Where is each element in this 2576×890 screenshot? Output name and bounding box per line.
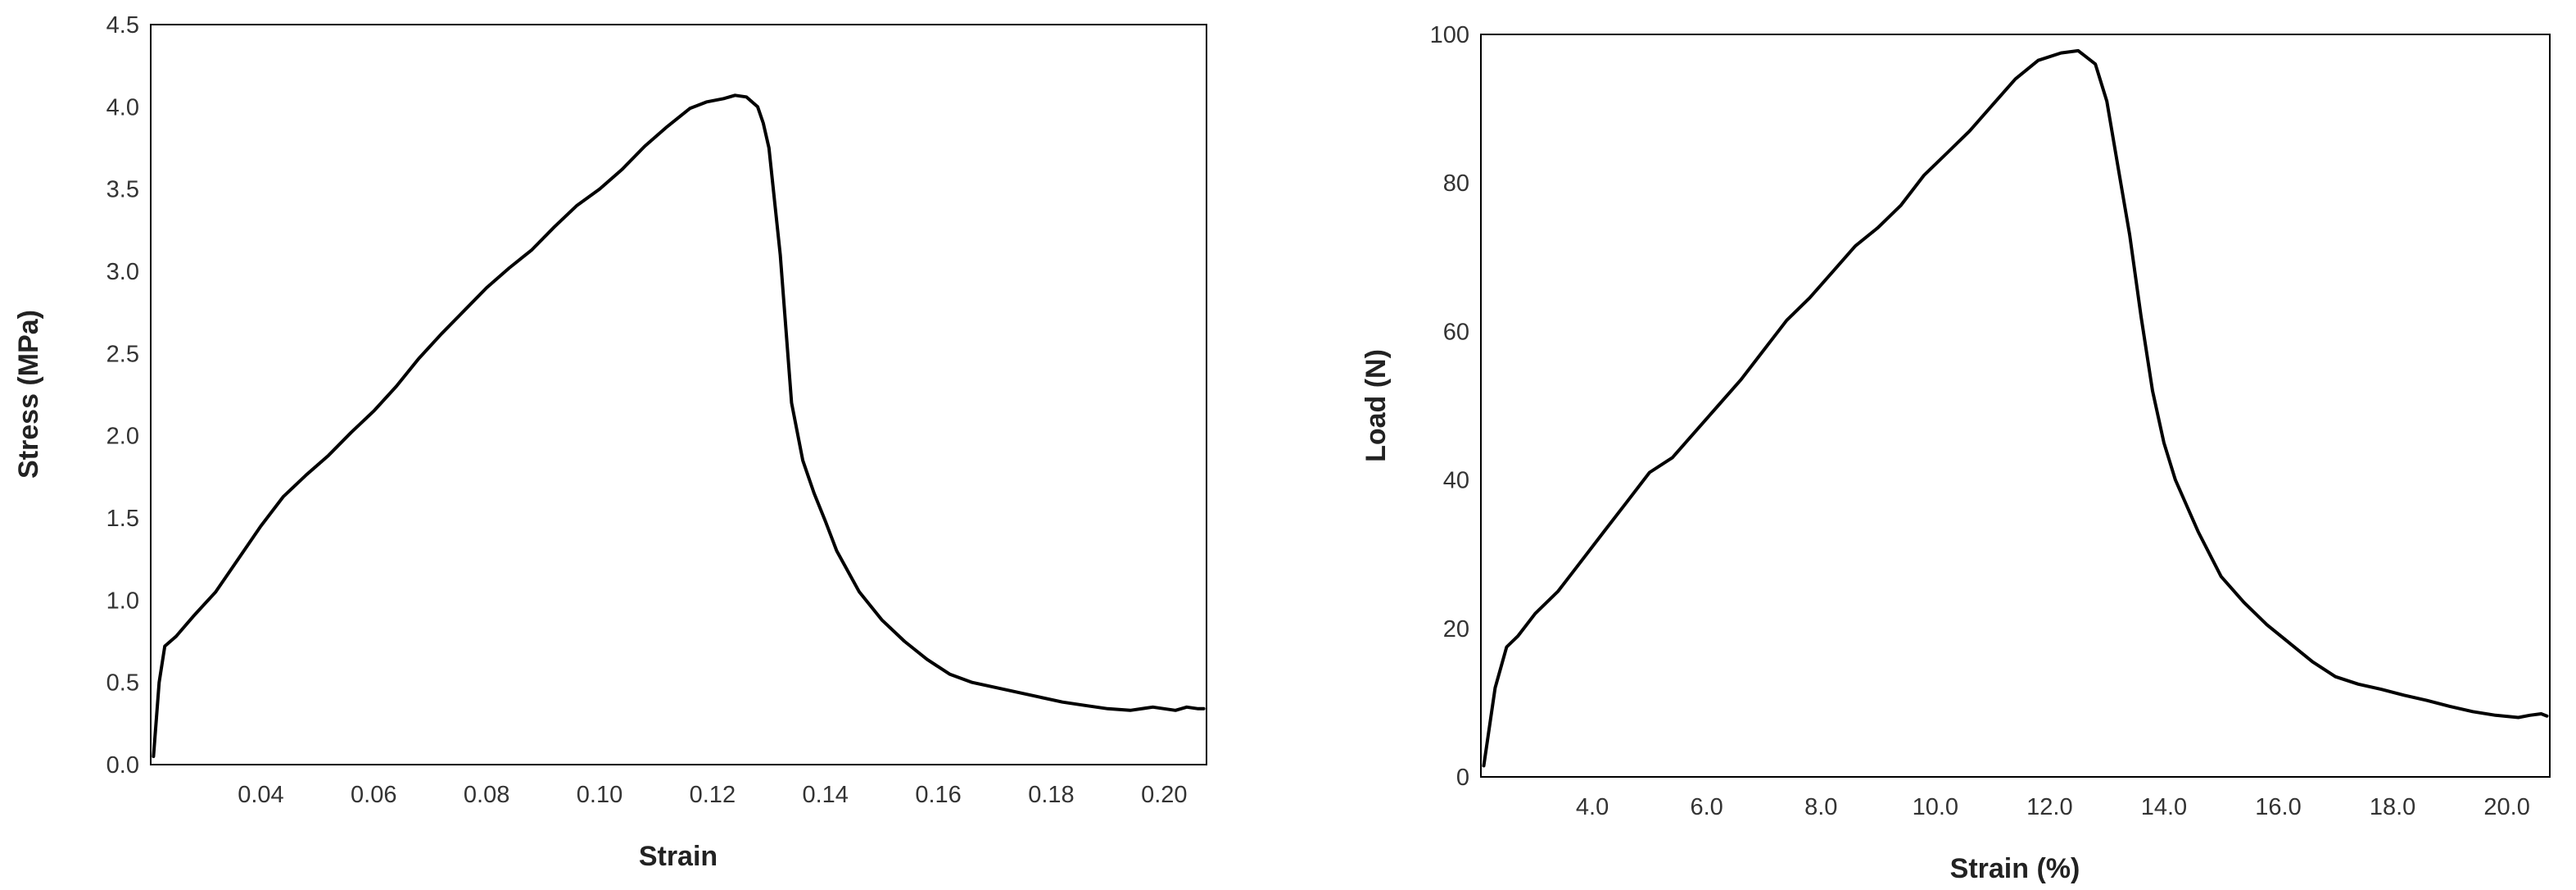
x-tick-label: 0.16 bbox=[915, 782, 961, 808]
x-tick-label: 18.0 bbox=[2370, 794, 2415, 820]
x-tick-label: 6.0 bbox=[1690, 794, 1723, 820]
x-tick-label: 0.06 bbox=[351, 782, 396, 808]
y-tick-label: 80 bbox=[1443, 170, 1469, 197]
y-tick-label: 2.5 bbox=[106, 341, 139, 367]
y-tick-label: 100 bbox=[1430, 22, 1469, 48]
series-line bbox=[152, 93, 1206, 758]
y-tick-label: 1.0 bbox=[106, 588, 139, 614]
x-tick-label: 0.08 bbox=[464, 782, 509, 808]
y-tick-label: 60 bbox=[1443, 319, 1469, 345]
x-tick-label: 4.0 bbox=[1576, 794, 1609, 820]
load-strain-chart: 0 20 40 60 80 100 4.0 6.0 8.0 10.0 12.0 14.0 16.0 18… bbox=[1360, 22, 2551, 884]
y-tick-label: 3.0 bbox=[106, 259, 139, 285]
y-tick-label: 0.0 bbox=[106, 752, 139, 779]
stress-strain-chart: 0.00.51.01.52.02.53.03.54.04.5 0.04 0.06 0… bbox=[13, 12, 1207, 872]
y-tick-label: 2.0 bbox=[106, 424, 139, 450]
plot-frame bbox=[1480, 34, 2551, 778]
x-tick-label: 8.0 bbox=[1804, 794, 1837, 820]
y-axis-label: Load (N) bbox=[1360, 349, 1392, 462]
x-tick-label: 0.14 bbox=[802, 782, 848, 808]
x-tick-label: 0.04 bbox=[238, 782, 283, 808]
y-tick-label: 4.5 bbox=[106, 12, 139, 39]
series-group bbox=[1482, 48, 2549, 768]
x-tick-label: 14.0 bbox=[2141, 794, 2187, 820]
plot-frame bbox=[150, 24, 1207, 765]
y-tick-label: 40 bbox=[1443, 468, 1469, 494]
y-tick-labels: 0 20 40 60 80 100 bbox=[1430, 22, 1469, 791]
x-tick-label: 0.20 bbox=[1141, 782, 1187, 808]
x-tick-label: 0.10 bbox=[577, 782, 622, 808]
x-axis-label: Strain bbox=[639, 841, 718, 872]
x-tick-label: 0.18 bbox=[1028, 782, 1074, 808]
x-tick-labels: 0.04 0.06 0.08 0.10 0.12 0.14 0.16 0.18 0.20 bbox=[238, 782, 1187, 808]
y-axis-label: Stress (MPa) bbox=[13, 310, 44, 479]
x-tick-label: 20.0 bbox=[2483, 794, 2529, 820]
y-tick-label: 20 bbox=[1443, 616, 1469, 643]
x-axis-label: Strain (%) bbox=[1950, 853, 2080, 884]
x-tick-label: 12.0 bbox=[2026, 794, 2072, 820]
y-tick-label: 4.0 bbox=[106, 94, 139, 120]
x-tick-label: 10.0 bbox=[1913, 794, 1958, 820]
y-tick-labels: 0.0 0.5 1.0 1.5 2.0 2.5 3.0 3.5 4.0 4.5 bbox=[106, 12, 139, 779]
y-tick-label: 0.5 bbox=[106, 670, 139, 697]
y-tick-label: 1.5 bbox=[106, 506, 139, 532]
y-tick-label: 0 bbox=[1456, 765, 1469, 791]
y-tick-label: 3.5 bbox=[106, 177, 139, 203]
x-tick-label: 16.0 bbox=[2255, 794, 2301, 820]
x-tick-label: 0.12 bbox=[690, 782, 736, 808]
x-tick-labels: 4.0 6.0 8.0 10.0 12.0 14.0 16.0 18.0 20.0 bbox=[1576, 794, 2530, 820]
series-group bbox=[152, 93, 1206, 758]
series-line bbox=[1482, 48, 2549, 768]
